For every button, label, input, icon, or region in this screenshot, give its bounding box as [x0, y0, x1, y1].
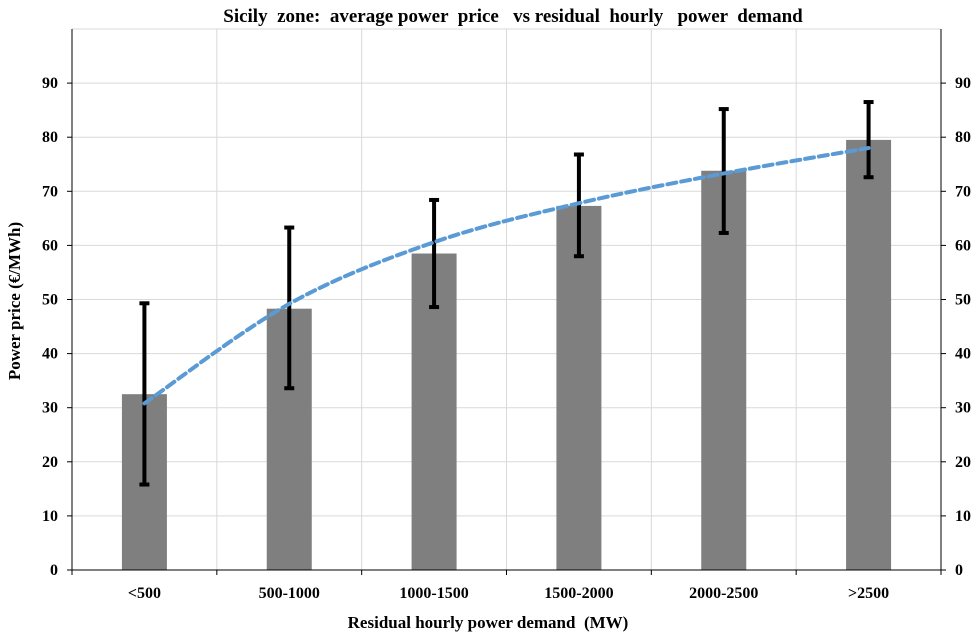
category-label: 1500-2000 [544, 585, 613, 602]
y-tick-label-left: 70 [42, 183, 58, 200]
error-bar [863, 100, 874, 180]
error-bar [284, 225, 295, 391]
y-tick-label-left: 80 [42, 129, 58, 146]
y-tick-label-left: 90 [42, 75, 58, 92]
axes [67, 29, 946, 575]
y-tick-label-right: 80 [955, 129, 971, 146]
grid [72, 28, 941, 570]
y-tick-label-right: 40 [955, 346, 971, 363]
error-bar [718, 107, 729, 235]
category-label: >2500 [848, 585, 889, 602]
category-labels: <500 500-1000 1000-1500 1500-2000 2000-2500 >… [128, 585, 889, 602]
category-label: 500-1000 [259, 585, 320, 602]
bar [556, 205, 602, 571]
y-tick-label-right: 90 [955, 75, 971, 92]
y-tick-label-left: 50 [42, 292, 58, 309]
bar [846, 139, 892, 570]
bars [121, 139, 892, 571]
y-tick-label-right: 70 [955, 183, 971, 200]
x-axis-label: Residual hourly power demand (MW) [348, 613, 629, 632]
y-tick-label-left: 0 [50, 562, 58, 579]
y-tick-label-left: 10 [42, 508, 58, 525]
tick-labels: 0 0 10 10 20 20 30 30 40 40 50 50 60 60 70 70 80 80 90 90 [42, 75, 971, 579]
y-tick-label-right: 50 [955, 292, 971, 309]
error-bar [429, 197, 440, 310]
y-axis-label: Power price (€/MWh) [5, 222, 24, 380]
error-bar [139, 301, 150, 487]
y-tick-label-right: 10 [955, 508, 971, 525]
error-bars [139, 100, 874, 487]
error-bar [573, 152, 584, 259]
trend-curve [142, 146, 871, 406]
y-tick-label-left: 40 [42, 346, 58, 363]
y-tick-label-right: 30 [955, 400, 971, 417]
trend-line [142, 146, 871, 406]
category-label: 1000-1500 [399, 585, 468, 602]
y-tick-label-right: 60 [955, 237, 971, 254]
y-tick-label-left: 30 [42, 400, 58, 417]
y-tick-label-left: 60 [42, 237, 58, 254]
chart-title: Sicily zone: average power price vs resi… [223, 6, 803, 27]
y-tick-label-right: 20 [955, 454, 971, 471]
y-tick-label-left: 20 [42, 454, 58, 471]
category-label: 2000-2500 [689, 585, 758, 602]
bar [701, 170, 747, 570]
y-tick-label-right: 0 [955, 562, 963, 579]
category-label: <500 [128, 585, 161, 602]
